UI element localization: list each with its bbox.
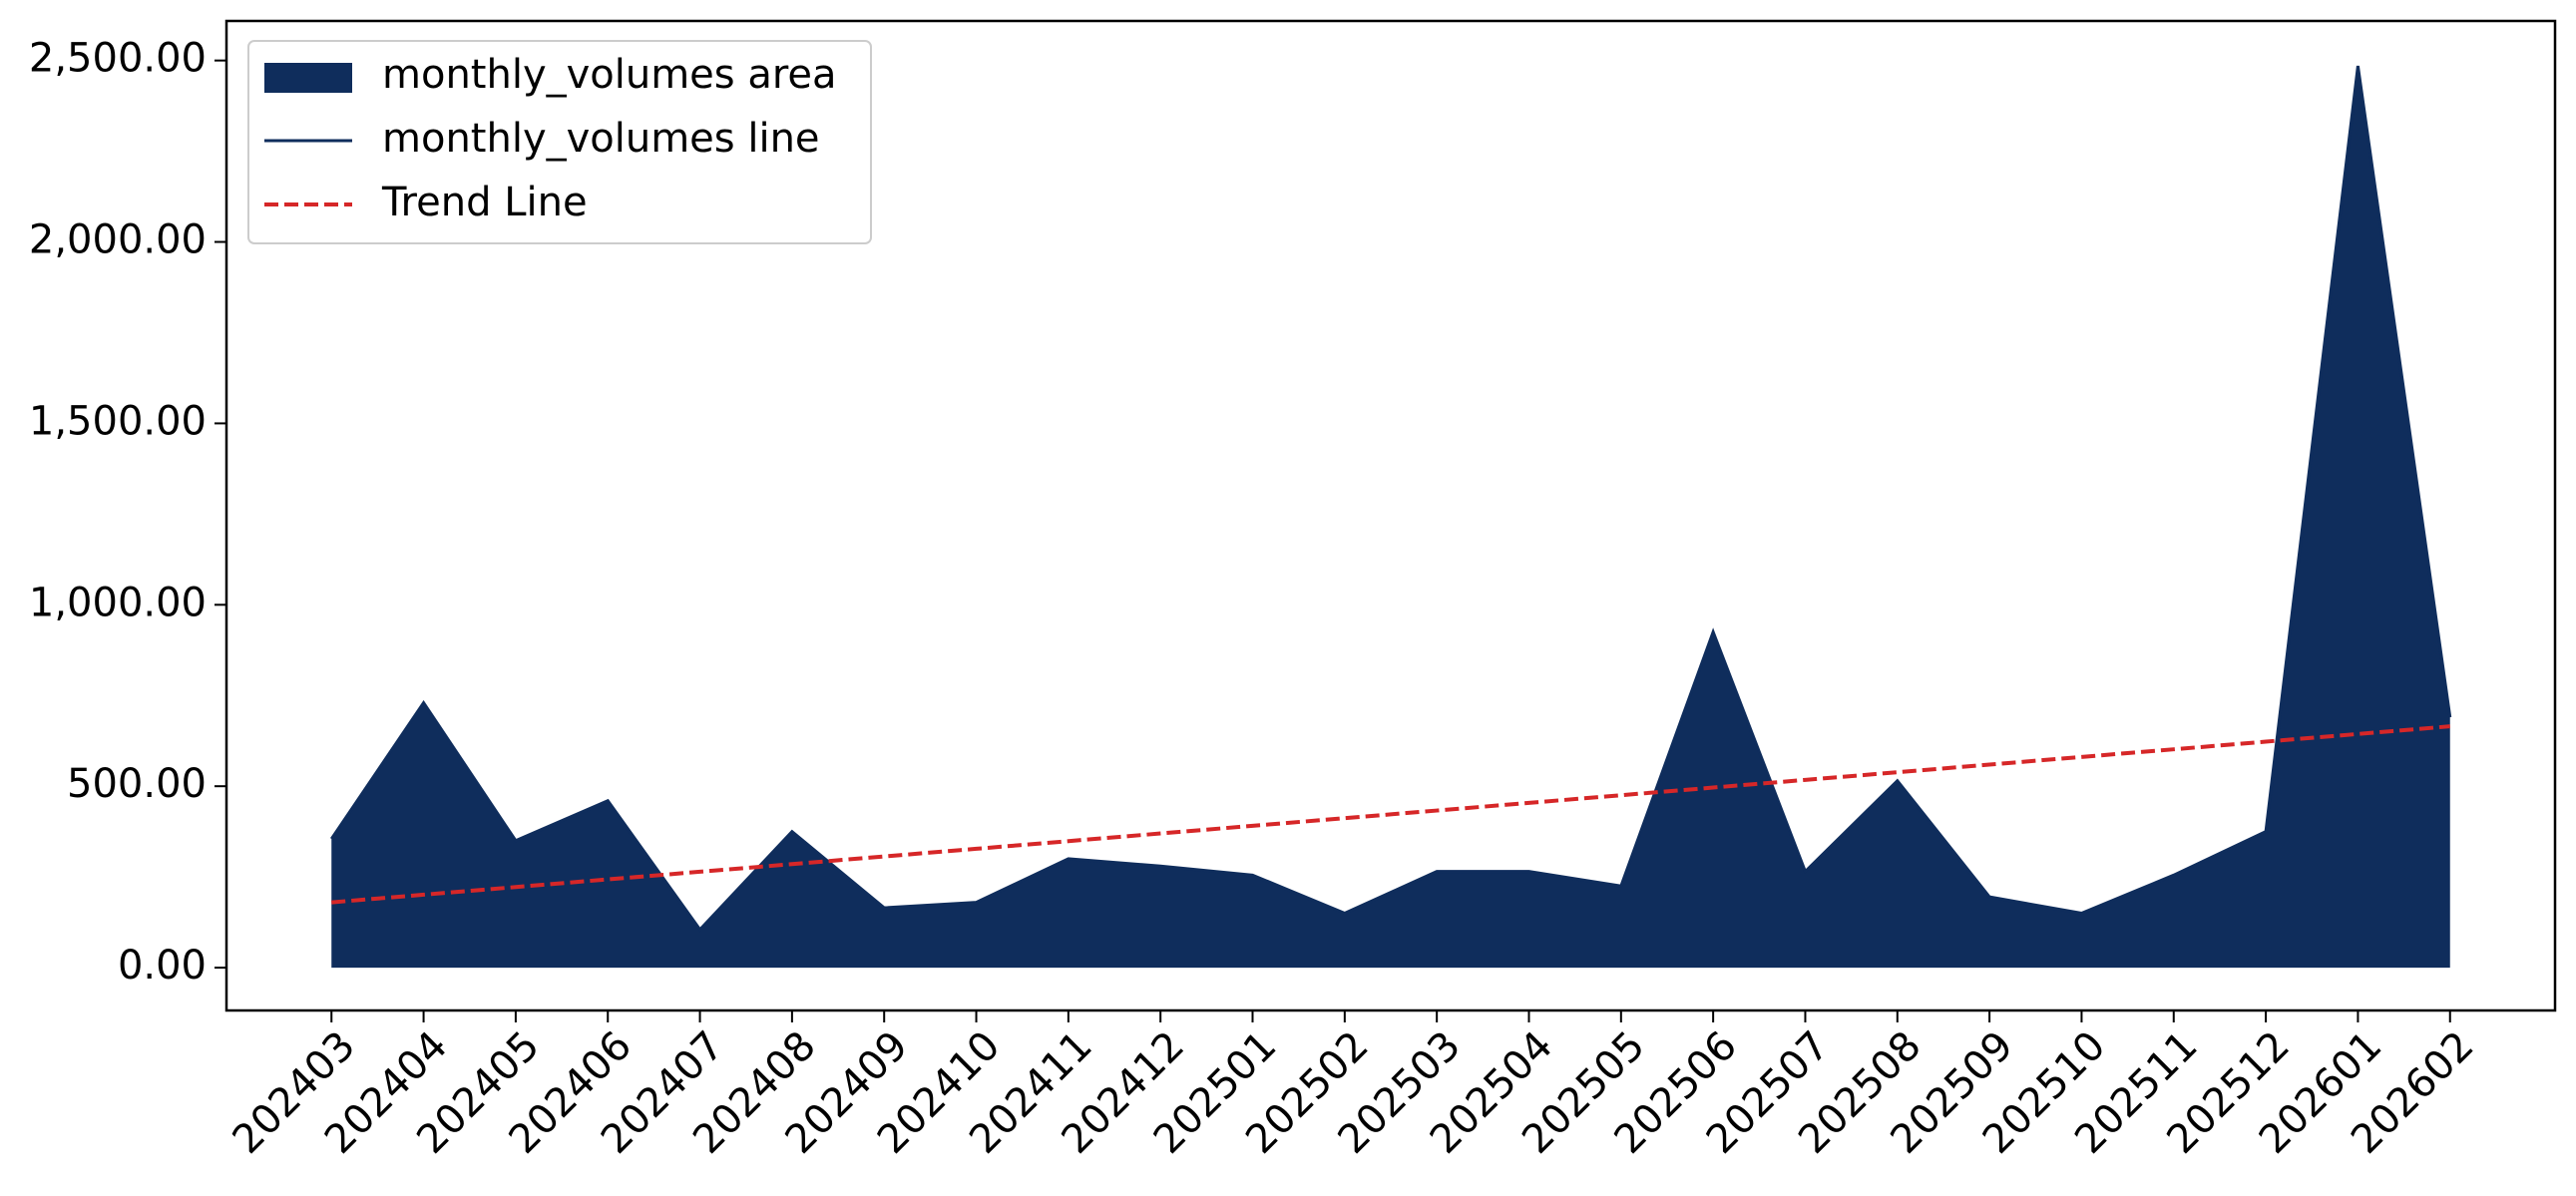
y-tick-label: 2,000.00 [29,217,207,263]
line [330,65,2452,933]
y-tick-label: 0.00 [118,943,207,989]
legend-label: Trend Line [381,180,588,225]
legend-swatch [264,63,352,93]
area [331,66,2450,969]
legend-box [247,40,872,244]
y-tick-label: 2,500.00 [29,36,207,82]
legend-label: monthly_volumes line [382,116,820,162]
y-tick-label: 1,500.00 [29,398,207,444]
y-tick-label: 500.00 [67,761,207,807]
trend-line [331,724,2450,905]
plot-frame [224,19,2557,1012]
legend-label: monthly_volumes area [382,52,837,98]
y-tick-label: 1,000.00 [29,580,207,625]
